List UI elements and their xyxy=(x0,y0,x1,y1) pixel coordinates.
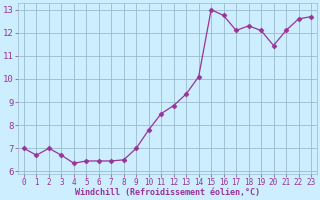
X-axis label: Windchill (Refroidissement éolien,°C): Windchill (Refroidissement éolien,°C) xyxy=(75,188,260,197)
